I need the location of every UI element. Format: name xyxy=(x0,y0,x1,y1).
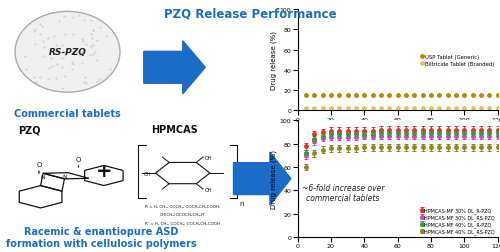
Text: OH: OH xyxy=(204,155,212,160)
Biltricide Tablet (Branded) xyxy=(461,107,467,110)
USP Tablet (Generic) xyxy=(420,94,426,97)
Text: O: O xyxy=(36,161,42,167)
Legend: USP Tablet (Generic), Biltricide Tablet (Branded): USP Tablet (Generic), Biltricide Tablet … xyxy=(420,55,495,66)
Biltricide Tablet (Branded) xyxy=(470,107,476,110)
Biltricide Tablet (Branded) xyxy=(394,107,400,110)
USP Tablet (Generic) xyxy=(336,94,342,97)
Text: ~6-fold increase over
commercial tablets: ~6-fold increase over commercial tablets xyxy=(302,183,384,203)
Biltricide Tablet (Branded) xyxy=(303,107,309,110)
Biltricide Tablet (Branded) xyxy=(386,107,392,110)
Biltricide Tablet (Branded) xyxy=(478,107,484,110)
USP Tablet (Generic) xyxy=(444,94,450,97)
Biltricide Tablet (Branded) xyxy=(428,107,434,110)
USP Tablet (Generic) xyxy=(470,94,476,97)
Text: n: n xyxy=(240,200,244,206)
USP Tablet (Generic) xyxy=(436,94,442,97)
USP Tablet (Generic) xyxy=(311,94,317,97)
USP Tablet (Generic) xyxy=(411,94,417,97)
Biltricide Tablet (Branded) xyxy=(453,107,459,110)
USP Tablet (Generic) xyxy=(361,94,367,97)
Line: Biltricide Tablet (Branded): Biltricide Tablet (Branded) xyxy=(304,107,499,111)
Biltricide Tablet (Branded) xyxy=(320,107,326,110)
Biltricide Tablet (Branded) xyxy=(420,107,426,110)
USP Tablet (Generic) xyxy=(320,94,326,97)
X-axis label: Time (min): Time (min) xyxy=(374,128,421,137)
Biltricide Tablet (Branded) xyxy=(378,107,384,110)
Text: Racemic & enantiopure ASD
formation with cellulosic polymers: Racemic & enantiopure ASD formation with… xyxy=(6,226,197,248)
USP Tablet (Generic) xyxy=(428,94,434,97)
Ellipse shape xyxy=(15,12,120,93)
Biltricide Tablet (Branded) xyxy=(353,107,359,110)
Biltricide Tablet (Branded) xyxy=(494,107,500,110)
FancyArrow shape xyxy=(144,42,206,94)
USP Tablet (Generic) xyxy=(403,94,409,97)
Y-axis label: Drug release (%): Drug release (%) xyxy=(270,31,277,90)
Text: CH(CH₃)OCOCH₂CH₃,R': CH(CH₃)OCOCH₂CH₃,R' xyxy=(160,212,206,216)
USP Tablet (Generic) xyxy=(353,94,359,97)
Text: N: N xyxy=(62,174,67,179)
USP Tablet (Generic) xyxy=(378,94,384,97)
FancyArrow shape xyxy=(234,152,291,205)
Biltricide Tablet (Branded) xyxy=(344,107,350,110)
Biltricide Tablet (Branded) xyxy=(486,107,492,110)
Biltricide Tablet (Branded) xyxy=(336,107,342,110)
Text: RS-PZQ: RS-PZQ xyxy=(48,48,86,57)
Text: PZQ Release Performance: PZQ Release Performance xyxy=(164,8,336,20)
Biltricide Tablet (Branded) xyxy=(411,107,417,110)
Text: +: + xyxy=(96,161,112,180)
Text: HPMCAS: HPMCAS xyxy=(150,125,198,135)
Legend: HPMCAS-MF 30% DL_R-PZQ, HPMCAS-MF 30% DL_RS-PZQ, HPMCAS-MF 40% DL_R-PZQ, HPMCAS-: HPMCAS-MF 30% DL_R-PZQ, HPMCAS-MF 30% DL… xyxy=(420,207,495,234)
USP Tablet (Generic) xyxy=(394,94,400,97)
Text: Commercial tablets: Commercial tablets xyxy=(14,109,121,119)
Biltricide Tablet (Branded) xyxy=(311,107,317,110)
Text: R = H, CH₃, COCH₃, COCH₂CH₂COOH,: R = H, CH₃, COCH₃, COCH₂CH₂COOH, xyxy=(145,205,220,209)
Biltricide Tablet (Branded) xyxy=(361,107,367,110)
USP Tablet (Generic) xyxy=(453,94,459,97)
USP Tablet (Generic) xyxy=(486,94,492,97)
Text: O: O xyxy=(76,156,81,162)
Text: R' = H, CH₃, COCH₃, COCH₂CH₂COOH: R' = H, CH₃, COCH₃, COCH₂CH₂COOH xyxy=(145,221,220,225)
USP Tablet (Generic) xyxy=(328,94,334,97)
USP Tablet (Generic) xyxy=(303,94,309,97)
Text: PZQ: PZQ xyxy=(18,125,40,135)
USP Tablet (Generic) xyxy=(370,94,376,97)
Biltricide Tablet (Branded) xyxy=(370,107,376,110)
USP Tablet (Generic) xyxy=(478,94,484,97)
Text: N: N xyxy=(40,174,46,179)
Biltricide Tablet (Branded) xyxy=(403,107,409,110)
Text: OH: OH xyxy=(204,187,212,192)
Biltricide Tablet (Branded) xyxy=(328,107,334,110)
Biltricide Tablet (Branded) xyxy=(444,107,450,110)
Text: OH: OH xyxy=(144,171,151,176)
USP Tablet (Generic) xyxy=(386,94,392,97)
Line: USP Tablet (Generic): USP Tablet (Generic) xyxy=(304,94,499,98)
USP Tablet (Generic) xyxy=(344,94,350,97)
USP Tablet (Generic) xyxy=(494,94,500,97)
USP Tablet (Generic) xyxy=(461,94,467,97)
Y-axis label: Drug release (%): Drug release (%) xyxy=(270,149,277,208)
Biltricide Tablet (Branded) xyxy=(436,107,442,110)
